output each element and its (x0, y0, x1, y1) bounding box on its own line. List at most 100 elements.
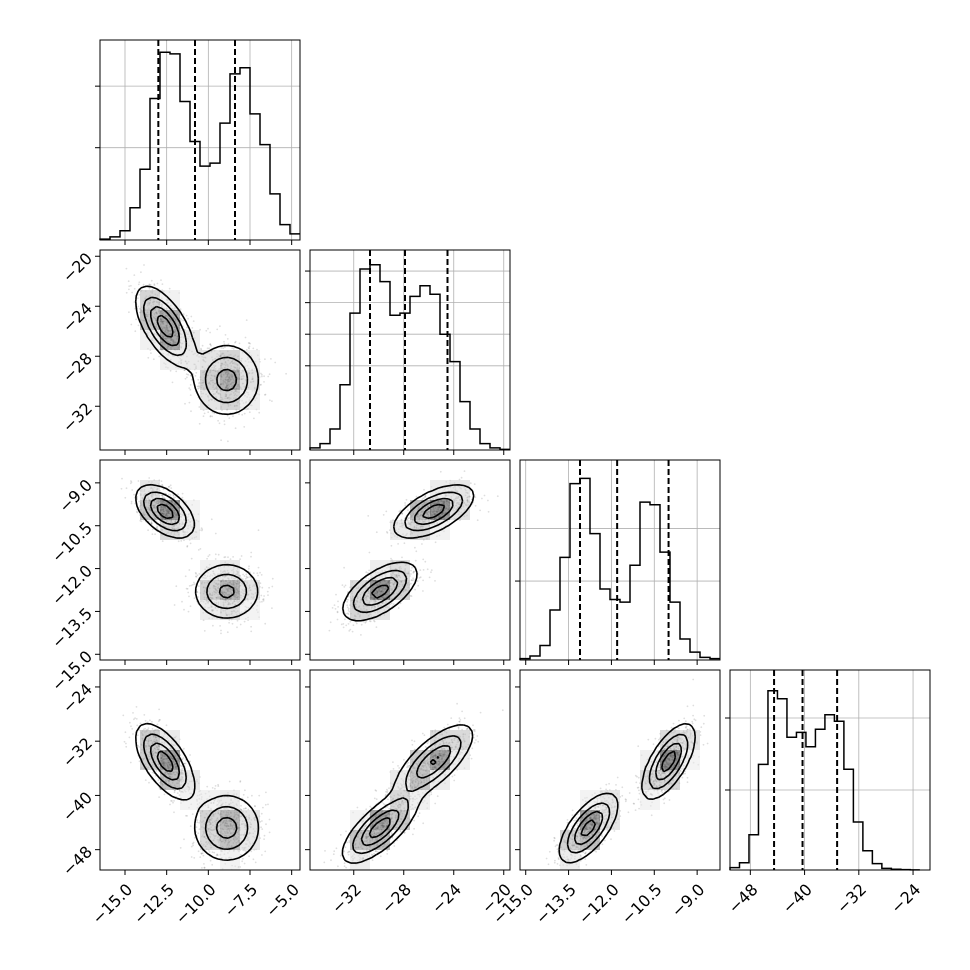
sample-point (195, 371, 198, 374)
sample-point (390, 602, 393, 605)
sample-point (125, 291, 128, 294)
sample-point (239, 623, 242, 626)
sample-point (199, 856, 202, 858)
sample-point (148, 283, 151, 286)
contour-line (352, 491, 464, 614)
sample-point (156, 526, 159, 529)
sample-point (167, 486, 170, 488)
sample-point (266, 590, 269, 593)
sample-point (349, 620, 352, 623)
histogram-frame (519, 459, 721, 661)
sample-point (168, 287, 171, 290)
sample-point (197, 387, 200, 390)
sample-point (205, 329, 208, 332)
sample-point (368, 569, 370, 572)
sample-point (360, 634, 362, 636)
sample-point (415, 550, 418, 553)
sample-point (368, 620, 371, 622)
sample-point (171, 381, 174, 384)
sample-point (186, 815, 189, 817)
sample-point (125, 487, 128, 490)
sample-point (345, 624, 348, 627)
sample-point (160, 494, 163, 497)
sample-point (340, 623, 343, 626)
sample-point (188, 569, 191, 571)
sample-point (208, 347, 211, 350)
sample-point (249, 576, 251, 578)
sample-point (194, 571, 197, 574)
density-cell (140, 480, 160, 500)
sample-point (424, 560, 427, 563)
sample-point (210, 518, 213, 521)
sample-point (367, 578, 370, 580)
sample-point (247, 576, 249, 579)
sample-point (250, 850, 253, 853)
sample-point (243, 412, 246, 415)
y-tick-label: −10.5 (48, 518, 96, 566)
sample-point (422, 497, 425, 500)
contour-line (156, 503, 174, 520)
sample-point (224, 556, 227, 558)
sample-point (219, 325, 221, 328)
sample-point (337, 606, 339, 608)
sample-point (260, 594, 263, 597)
sample-point (261, 373, 263, 376)
sample-point (265, 791, 267, 794)
sample-point (144, 779, 147, 781)
density-cell (200, 350, 220, 370)
sample-point (130, 480, 132, 482)
sample-point (364, 621, 367, 624)
sample-point (365, 571, 368, 574)
sample-point (248, 345, 251, 348)
sample-point (189, 384, 192, 386)
density-cell (390, 520, 410, 540)
sample-point (253, 805, 256, 807)
sample-point (203, 863, 205, 865)
sample-point (479, 509, 481, 512)
sample-point (130, 323, 133, 326)
sample-point (133, 287, 136, 290)
sample-point (207, 411, 210, 414)
sample-point (224, 334, 227, 336)
sample-point (331, 607, 334, 609)
sample-point (189, 394, 192, 396)
sample-point (172, 494, 175, 496)
sample-point (241, 578, 244, 581)
sample-point (181, 496, 184, 499)
sample-point (135, 706, 138, 708)
sample-point (169, 369, 172, 372)
sample-point (252, 858, 255, 861)
sample-point (209, 343, 212, 346)
sample-point (193, 583, 196, 585)
sample-point (231, 347, 234, 349)
sample-point (184, 402, 186, 405)
sample-point (208, 554, 211, 556)
sample-point (399, 509, 402, 512)
sample-point (161, 484, 164, 487)
sample-point (362, 620, 365, 623)
sample-point (412, 571, 415, 574)
sample-point (336, 611, 339, 614)
sample-point (411, 566, 413, 569)
sample-point (177, 493, 179, 496)
sample-point (259, 571, 261, 574)
sample-point (223, 556, 226, 559)
sample-point (422, 590, 424, 592)
sample-point (246, 576, 248, 579)
density-cell (390, 580, 410, 600)
sample-point (138, 293, 141, 296)
sample-point (214, 871, 216, 873)
sample-point (487, 499, 489, 502)
sample-point (257, 529, 260, 532)
contour-line (134, 285, 260, 416)
sample-point (212, 624, 214, 627)
sample-point (198, 381, 201, 384)
sample-point (245, 575, 248, 578)
sample-point (197, 596, 199, 598)
sample-point (411, 579, 414, 582)
sample-point (135, 318, 138, 321)
y-tick-label: −24 (59, 299, 96, 336)
sample-point (156, 723, 159, 726)
sample-point (264, 622, 267, 625)
sample-point (245, 319, 248, 321)
